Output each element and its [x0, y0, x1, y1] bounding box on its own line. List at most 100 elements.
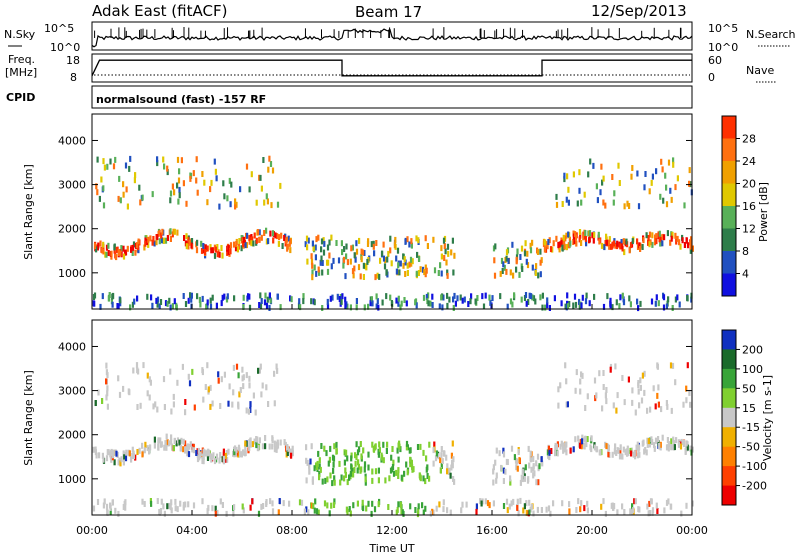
heatmap-cell [116, 451, 119, 458]
heatmap-cell [151, 302, 154, 309]
heatmap-cell [195, 247, 199, 254]
heatmap-cell [662, 304, 666, 311]
heatmap-cell [350, 463, 353, 470]
heatmap-cell [362, 274, 365, 280]
heatmap-cell [572, 171, 575, 178]
heatmap-cell [628, 247, 631, 254]
heatmap-cell [552, 500, 555, 507]
heatmap-cell [233, 449, 236, 456]
heatmap-cell [265, 302, 269, 309]
heatmap-cell [269, 161, 273, 167]
heatmap-cell [136, 404, 139, 410]
heatmap-cell [242, 507, 245, 514]
heatmap-cell [555, 193, 558, 200]
heatmap-cell [423, 269, 426, 276]
heatmap-cell [185, 243, 188, 250]
heatmap-cell [567, 231, 570, 238]
heatmap-cell [650, 298, 654, 305]
heatmap-cell [463, 296, 466, 303]
heatmap-cell [235, 363, 239, 370]
heatmap-cell [422, 509, 425, 516]
heatmap-cell [440, 463, 443, 469]
heatmap-cell [551, 246, 554, 253]
heatmap-cell [523, 250, 527, 257]
heatmap-cell [122, 385, 125, 392]
heatmap-cell [450, 452, 453, 459]
heatmap-cell [160, 237, 163, 244]
y-tick-label: 3000 [58, 179, 86, 192]
heatmap-cell [191, 368, 194, 375]
heatmap-cell [569, 447, 572, 454]
heatmap-cell [331, 294, 334, 301]
heatmap-cell [670, 196, 673, 203]
heatmap-cell [159, 508, 163, 514]
heatmap-cell [128, 450, 131, 457]
heatmap-cell [350, 455, 353, 462]
heatmap-cell [638, 242, 641, 249]
heatmap-cell [332, 467, 335, 474]
heatmap-cell [665, 201, 669, 208]
heatmap-cell [370, 510, 373, 517]
heatmap-cell [405, 444, 408, 451]
heatmap-cell [627, 376, 630, 383]
heatmap-cell [667, 296, 670, 303]
heatmap-cell [238, 391, 241, 398]
heatmap-cell [271, 167, 275, 174]
heatmap-cell [110, 250, 113, 257]
heatmap-cell [621, 292, 624, 299]
heatmap-cell [505, 498, 509, 505]
heatmap-cell [214, 510, 217, 517]
noise-right-tick-bottom: 10^0 [708, 41, 738, 54]
heatmap-cell [168, 502, 171, 509]
heatmap-cell [353, 252, 356, 259]
heatmap-cell [122, 459, 125, 466]
heatmap-cell [192, 502, 196, 509]
heatmap-cell [659, 240, 662, 247]
heatmap-cell [117, 510, 120, 517]
heatmap-cell [278, 498, 281, 504]
heatmap-cell [320, 255, 323, 262]
heatmap-cell [134, 249, 137, 256]
heatmap-cell [187, 451, 191, 458]
heatmap-cell [578, 298, 581, 305]
heatmap-cell [162, 503, 165, 510]
heatmap-cell [136, 367, 139, 374]
heatmap-cell [665, 444, 669, 451]
heatmap-cell [257, 510, 261, 517]
heatmap-cell [394, 236, 397, 243]
heatmap-cell [158, 238, 161, 245]
colorbar-segment [722, 183, 736, 207]
heatmap-cell [141, 451, 144, 458]
heatmap-cell [451, 237, 454, 244]
heatmap-cell [502, 503, 506, 509]
heatmap-cell [425, 455, 428, 462]
heatmap-cell [164, 441, 167, 448]
heatmap-cell [344, 471, 347, 478]
heatmap-cell [318, 269, 321, 276]
heatmap-cell [402, 262, 405, 269]
heatmap-cell [145, 239, 149, 245]
heatmap-cell [416, 251, 419, 258]
heatmap-cell [130, 456, 133, 463]
heatmap-cell [405, 440, 409, 447]
heatmap-cell [529, 455, 532, 462]
heatmap-cell [615, 407, 618, 414]
heatmap-cell [209, 297, 212, 304]
heatmap-cell [311, 262, 314, 269]
heatmap-cell [424, 235, 427, 242]
heatmap-cell [178, 168, 181, 175]
heatmap-cell [196, 448, 199, 455]
heatmap-cell [206, 455, 210, 461]
heatmap-cell [443, 243, 446, 250]
heatmap-cell [509, 479, 512, 486]
heatmap-cell [179, 444, 182, 451]
heatmap-cell [345, 506, 348, 513]
heatmap-cell [146, 293, 149, 300]
heatmap-cell [637, 388, 640, 395]
heatmap-cell [387, 250, 390, 257]
heatmap-cell [631, 503, 634, 510]
heatmap-cell [286, 243, 289, 250]
heatmap-cell [592, 237, 595, 244]
heatmap-cell [156, 498, 159, 504]
heatmap-cell [530, 503, 533, 510]
